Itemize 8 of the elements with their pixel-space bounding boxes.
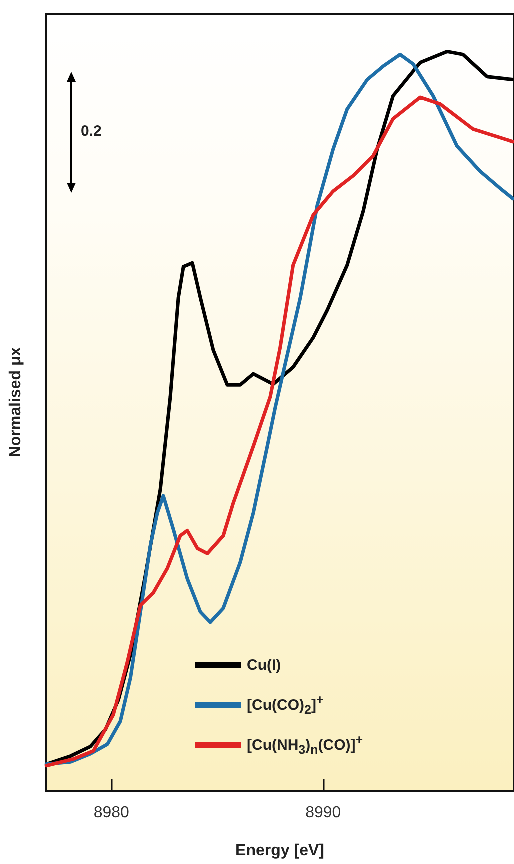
x-axis-title: Energy [eV]	[236, 842, 324, 860]
x-tick-label: 8990	[306, 804, 342, 822]
legend-label: Cu(I)	[247, 656, 282, 674]
legend-label: [Cu(NH$_{3}$)$_{n}$(CO)]$^{+}$	[247, 733, 364, 757]
annotation: 0.2	[81, 123, 102, 140]
legend-label: [Cu(CO)$_{2}$]$^{+}$	[247, 693, 324, 717]
y-axis-title: Normalised μx	[8, 347, 24, 458]
x-tick-label: 8980	[94, 804, 130, 822]
